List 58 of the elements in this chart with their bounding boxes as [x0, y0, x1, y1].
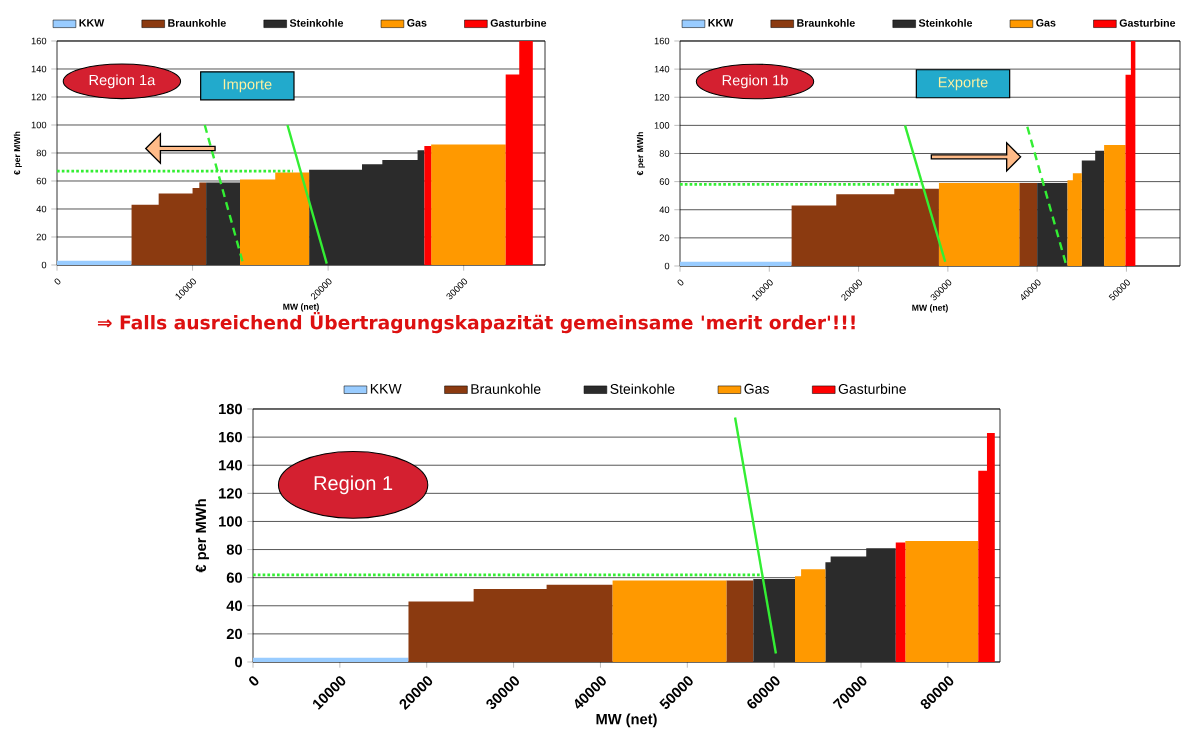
x-tick-label: 0	[249, 676, 259, 686]
y-tick-label: 160	[219, 431, 242, 443]
y-tick-label: 0	[41, 261, 47, 269]
y-tick-label: 80	[226, 544, 242, 555]
y-tick-label: 140	[219, 460, 242, 471]
legend-label: Gas	[744, 383, 769, 394]
y-tick-label: 140	[654, 65, 670, 73]
y-tick-label: 100	[31, 121, 47, 129]
y-tick-label: 80	[36, 149, 47, 157]
legend-label: Gasturbine	[490, 18, 547, 27]
annotation: Region 1a	[89, 74, 156, 89]
y-tick-label: 160	[654, 37, 670, 45]
y-tick-label: 20	[226, 628, 242, 640]
y-axis-title: € per MWh	[13, 131, 22, 175]
x-axis-title: MW (net)	[596, 713, 657, 728]
legend-label: Gas	[1036, 19, 1056, 27]
legend-label: Braunkohle	[797, 18, 855, 27]
y-tick-label: 60	[659, 178, 670, 185]
y-tick-label: 80	[659, 150, 670, 157]
y-tick-label: 40	[659, 206, 670, 214]
y-axis-title: € per MWh	[636, 132, 645, 176]
y-tick-label: 60	[36, 177, 47, 185]
y-tick-label: 20	[36, 233, 47, 241]
y-tick-label: 120	[31, 93, 47, 101]
chart-title: ⇒ Falls ausreichend Übertragungskapazität gemeinsame 'merit order'!!!	[97, 311, 855, 334]
annotation: Exporte	[938, 77, 988, 91]
legend-label: Steinkohle	[610, 383, 675, 394]
annotation: Region 1	[314, 475, 393, 495]
y-tick-label: 20	[659, 234, 670, 242]
legend-label: Steinkohle	[289, 18, 344, 27]
legend-label: KKW	[370, 383, 402, 394]
y-tick-label: 120	[654, 93, 670, 101]
y-tick-label: 160	[31, 37, 47, 45]
y-tick-label: 0	[235, 656, 242, 668]
y-tick-label: 180	[219, 403, 242, 415]
legend-label: Steinkohle	[918, 18, 973, 27]
legend-label: Gasturbine	[1119, 18, 1176, 27]
x-tick-label: 0	[54, 278, 61, 285]
legend-label: Braunkohle	[471, 383, 541, 394]
y-tick-label: 100	[219, 516, 242, 527]
y-tick-label: 120	[219, 488, 242, 499]
legend-label: Gas	[407, 19, 427, 27]
y-tick-label: 140	[31, 65, 47, 73]
y-tick-label: 40	[226, 600, 242, 611]
y-axis-title: € per MWh	[195, 499, 209, 573]
y-tick-label: 60	[226, 572, 242, 583]
y-tick-label: 0	[664, 262, 670, 270]
x-axis-title: MW (net)	[283, 303, 319, 312]
y-tick-label: 100	[654, 122, 670, 129]
y-tick-label: 40	[36, 205, 47, 213]
annotation: Region 1b	[722, 74, 788, 89]
legend-label: Gasturbine	[838, 383, 906, 394]
annotation: Importe	[223, 79, 272, 93]
x-axis-title: MW (net)	[912, 304, 948, 313]
legend-label: KKW	[79, 19, 105, 27]
legend-label: KKW	[708, 19, 734, 27]
x-tick-label: 0	[677, 279, 684, 286]
legend-label: Braunkohle	[168, 18, 226, 27]
